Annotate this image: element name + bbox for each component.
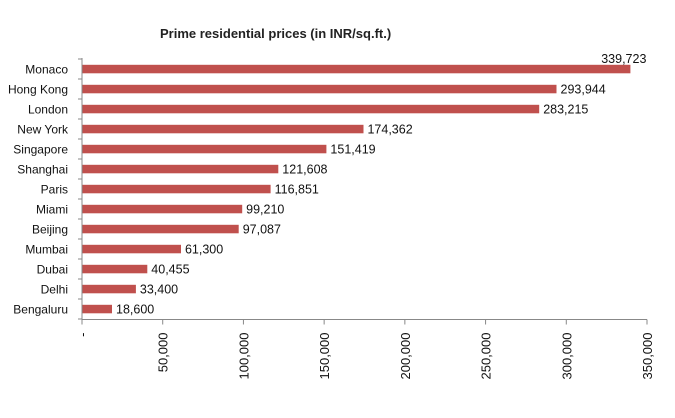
value-label: 61,300 — [185, 243, 223, 257]
category-label: Bengaluru — [13, 303, 68, 317]
category-label: Monaco — [25, 63, 68, 77]
value-label: 116,851 — [275, 183, 319, 197]
value-label: 40,455 — [151, 263, 189, 277]
bar — [82, 104, 540, 114]
category-label: Delhi — [41, 283, 68, 297]
value-label: 283,215 — [543, 103, 588, 117]
value-label: 97,087 — [243, 223, 281, 237]
value-label: 18,600 — [116, 303, 154, 317]
bar — [82, 164, 279, 174]
bar — [82, 64, 631, 74]
value-label: 174,362 — [367, 123, 412, 137]
x-tick-label: 100,000 — [236, 333, 251, 380]
x-tick-label: 150,000 — [317, 333, 332, 380]
bar — [82, 84, 557, 94]
value-label: 33,400 — [140, 283, 178, 297]
x-tick-label: 50,000 — [156, 333, 171, 373]
bar — [82, 224, 239, 234]
bar — [82, 244, 181, 254]
category-label: Shanghai — [17, 163, 68, 177]
bar — [82, 264, 148, 274]
category-label: Hong Kong — [8, 83, 68, 97]
bar — [82, 144, 327, 154]
category-label: Mumbai — [25, 243, 68, 257]
category-label: Singapore — [13, 143, 68, 157]
category-label: Dubai — [37, 263, 68, 277]
x-tick-label: 200,000 — [398, 333, 413, 380]
category-label: Paris — [41, 183, 68, 197]
chart-title: Prime residential prices (in INR/sq.ft.) — [160, 26, 392, 41]
value-label: 121,608 — [282, 163, 327, 177]
category-label: Miami — [36, 203, 68, 217]
bar — [82, 304, 112, 314]
bar — [82, 124, 364, 134]
x-tick-label: 300,000 — [559, 333, 574, 380]
category-label: Beijing — [32, 223, 68, 237]
value-label: 339,723 — [601, 52, 646, 66]
value-label: 99,210 — [246, 203, 284, 217]
x-tick-label: 250,000 — [479, 332, 494, 379]
bar — [82, 204, 243, 214]
bar — [82, 284, 136, 294]
bar — [82, 184, 271, 194]
x-tick-label: - — [75, 333, 90, 337]
category-label: London — [28, 103, 68, 117]
value-label: 151,419 — [330, 143, 375, 157]
x-tick-label: 350,000 — [640, 333, 655, 380]
category-label: New York — [17, 123, 69, 137]
value-label: 293,944 — [561, 83, 606, 97]
